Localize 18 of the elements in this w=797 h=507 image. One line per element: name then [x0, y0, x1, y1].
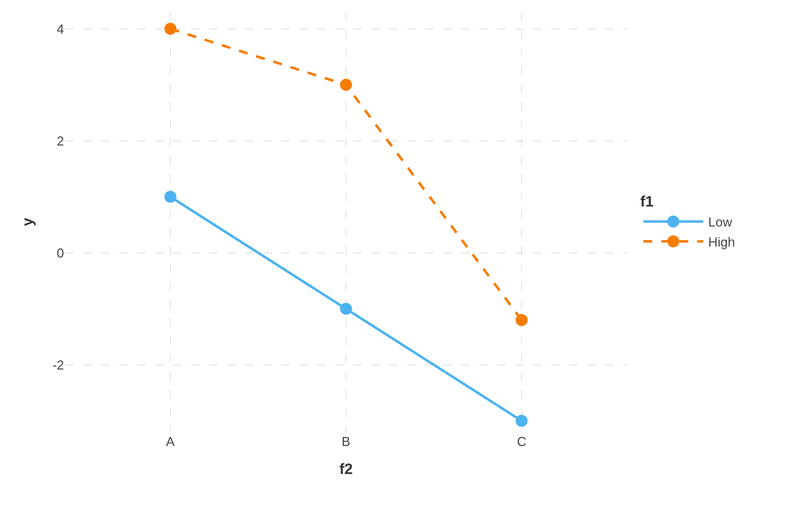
legend-label: High	[708, 234, 735, 250]
point	[164, 190, 176, 203]
point	[516, 314, 528, 326]
y-axis-title: y	[20, 217, 37, 226]
x-axis-title: f2	[339, 461, 353, 478]
y-tick-label: 4	[56, 21, 64, 36]
y-tick-label: 0	[56, 245, 64, 260]
x-tick-label: C	[516, 434, 526, 449]
x-tick-label: A	[166, 434, 176, 449]
point	[164, 22, 176, 35]
x-tick-label: B	[342, 434, 350, 449]
legend-title: f1	[640, 194, 654, 210]
y-tick-label: 2	[56, 133, 64, 148]
y-tick-label: -2	[52, 357, 64, 372]
point	[516, 414, 528, 427]
point	[340, 302, 352, 315]
legend-label: Low	[708, 214, 733, 230]
point	[340, 78, 352, 91]
